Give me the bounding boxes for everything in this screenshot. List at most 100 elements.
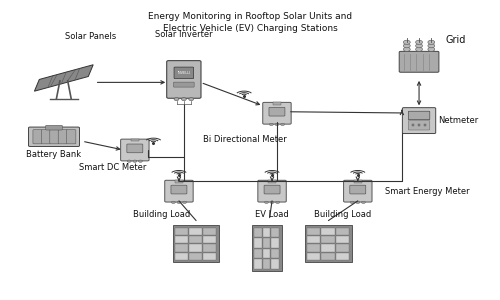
Bar <box>307 228 320 235</box>
Bar <box>254 259 262 269</box>
Circle shape <box>416 40 422 44</box>
Circle shape <box>172 201 175 203</box>
Bar <box>322 253 334 260</box>
Circle shape <box>356 201 360 203</box>
Bar <box>175 244 188 252</box>
Circle shape <box>270 201 274 203</box>
Circle shape <box>276 201 280 203</box>
Text: Solar Panels: Solar Panels <box>65 32 116 41</box>
Bar <box>336 236 348 243</box>
FancyBboxPatch shape <box>258 180 286 202</box>
FancyBboxPatch shape <box>408 121 430 130</box>
FancyBboxPatch shape <box>402 108 436 134</box>
Bar <box>272 238 279 248</box>
Circle shape <box>270 123 274 126</box>
Text: Bi Directional Meter: Bi Directional Meter <box>203 135 287 144</box>
Bar <box>263 249 270 258</box>
FancyBboxPatch shape <box>58 130 68 144</box>
Circle shape <box>428 44 434 48</box>
Bar <box>307 253 320 260</box>
Bar <box>307 244 320 252</box>
Bar <box>268 180 276 183</box>
Text: Energy Monitoring in Rooftop Solar Units and
Electric Vehicle (EV) Charging Stat: Energy Monitoring in Rooftop Solar Units… <box>148 12 352 33</box>
Bar <box>175 253 188 260</box>
FancyBboxPatch shape <box>262 102 291 124</box>
Bar <box>131 139 138 142</box>
Bar <box>203 236 216 243</box>
FancyBboxPatch shape <box>171 185 187 194</box>
Circle shape <box>404 40 410 44</box>
Bar <box>272 249 279 258</box>
Bar <box>263 228 270 237</box>
Text: Building Load: Building Load <box>314 210 372 219</box>
Circle shape <box>428 47 434 51</box>
FancyBboxPatch shape <box>33 130 42 144</box>
Text: Battery Bank: Battery Bank <box>26 150 82 159</box>
Circle shape <box>182 98 186 100</box>
FancyBboxPatch shape <box>174 82 194 87</box>
Bar <box>336 244 348 252</box>
Bar <box>175 236 188 243</box>
FancyBboxPatch shape <box>264 185 280 194</box>
FancyBboxPatch shape <box>174 67 194 79</box>
Circle shape <box>362 201 366 203</box>
Text: Solar Inverter: Solar Inverter <box>155 31 212 40</box>
Circle shape <box>416 44 422 48</box>
FancyBboxPatch shape <box>350 185 366 194</box>
FancyBboxPatch shape <box>164 180 193 202</box>
Polygon shape <box>34 65 93 91</box>
Bar <box>273 102 281 105</box>
Bar <box>189 236 202 243</box>
Text: Netmeter: Netmeter <box>438 116 478 125</box>
FancyBboxPatch shape <box>46 125 62 130</box>
Bar <box>189 228 202 235</box>
Circle shape <box>177 201 181 203</box>
Bar <box>272 228 279 237</box>
Circle shape <box>428 40 434 44</box>
Circle shape <box>182 201 186 203</box>
FancyBboxPatch shape <box>42 130 50 144</box>
Circle shape <box>128 160 131 162</box>
Bar <box>354 180 362 183</box>
Circle shape <box>138 160 142 162</box>
FancyBboxPatch shape <box>66 130 76 144</box>
Circle shape <box>404 47 410 51</box>
Bar <box>189 253 202 260</box>
Bar <box>254 228 262 237</box>
FancyBboxPatch shape <box>269 107 285 116</box>
Circle shape <box>133 160 137 162</box>
Bar <box>254 238 262 248</box>
FancyBboxPatch shape <box>127 144 143 153</box>
FancyBboxPatch shape <box>399 51 439 72</box>
Bar <box>336 253 348 260</box>
FancyBboxPatch shape <box>120 139 149 161</box>
Circle shape <box>174 98 179 100</box>
FancyBboxPatch shape <box>344 180 372 202</box>
Bar <box>272 259 279 269</box>
Text: EV Load: EV Load <box>255 210 289 219</box>
Bar <box>322 244 334 252</box>
Bar <box>189 244 202 252</box>
Bar <box>263 238 270 248</box>
Circle shape <box>275 123 279 126</box>
Bar <box>307 236 320 243</box>
Circle shape <box>416 47 422 51</box>
FancyBboxPatch shape <box>408 111 430 120</box>
Text: Smart Energy Meter: Smart Energy Meter <box>385 187 469 196</box>
Text: Building Load: Building Load <box>133 210 190 219</box>
Bar <box>175 180 183 183</box>
Bar <box>203 244 216 252</box>
Text: Smart DC Meter: Smart DC Meter <box>79 163 146 172</box>
Bar <box>305 225 352 262</box>
Bar <box>175 228 188 235</box>
Bar <box>336 228 348 235</box>
Bar <box>263 259 270 269</box>
Text: INVELLI: INVELLI <box>177 71 190 75</box>
Bar <box>322 236 334 243</box>
Bar <box>254 249 262 258</box>
Circle shape <box>280 123 284 126</box>
Circle shape <box>404 44 410 48</box>
Bar <box>203 253 216 260</box>
Circle shape <box>350 201 354 203</box>
FancyBboxPatch shape <box>166 61 201 98</box>
